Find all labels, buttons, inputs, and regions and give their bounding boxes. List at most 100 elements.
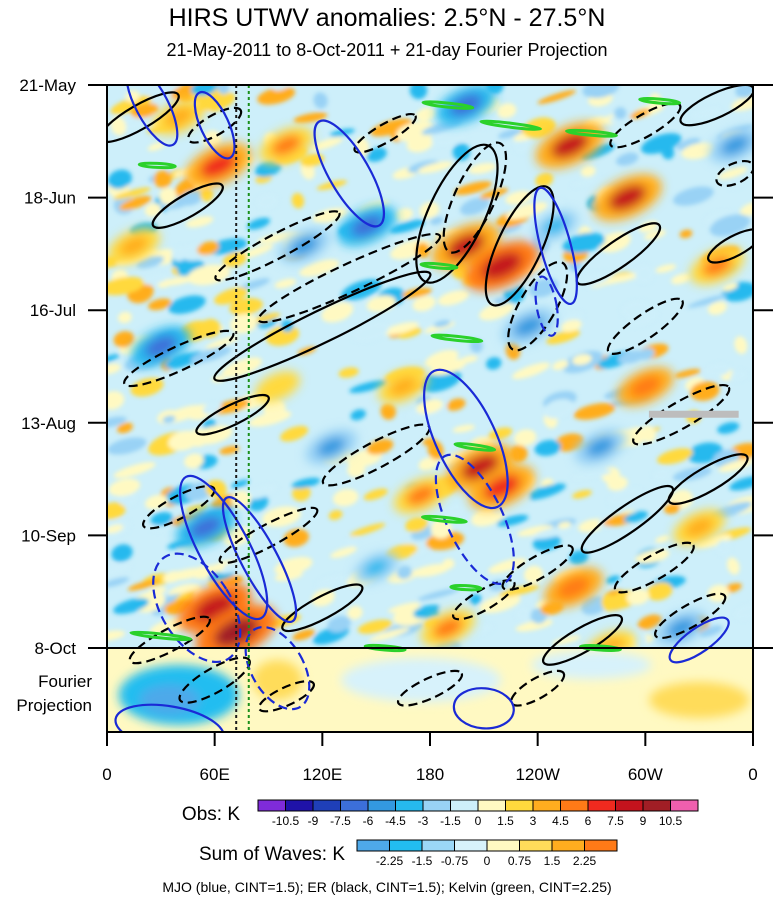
field-speckle <box>116 113 158 131</box>
field-speckle <box>415 242 430 258</box>
field-speckle <box>716 540 732 557</box>
field-speckle <box>113 462 156 479</box>
field-speckle <box>671 273 691 285</box>
anomaly-cell-core <box>551 132 589 159</box>
field-speckle <box>704 363 731 377</box>
field-speckle <box>687 294 728 308</box>
colorbar-tick-label: 4.5 <box>552 814 569 828</box>
field-speckle <box>387 602 421 613</box>
field-speckle <box>570 177 605 188</box>
field-speckle <box>452 424 476 433</box>
field-speckle <box>707 301 727 315</box>
obs-colorbar: -10.5 -9 -7.5 -6 -4.5 -3 -1.5 0 1.5 3 4.5 6 7.5 9 10.5… <box>182 799 699 828</box>
anomaly-cell-core <box>389 377 417 396</box>
colorbar-tick-label: 0.75 <box>508 854 532 868</box>
anomaly-cell-core <box>189 516 222 539</box>
projection-label: Projection <box>16 696 92 715</box>
field-speckle <box>517 525 554 537</box>
anomaly-cell-core <box>608 184 647 211</box>
field-speckle <box>380 403 396 420</box>
anomaly-cell-core <box>684 517 714 538</box>
colorbar-tick-label: -3 <box>418 814 429 828</box>
field-speckle <box>347 605 363 620</box>
field-speckle <box>638 348 655 360</box>
colorbar-box <box>642 799 671 812</box>
anomaly-cell-core <box>144 335 178 358</box>
field-speckle <box>646 582 673 601</box>
field-speckle <box>142 273 169 285</box>
field-speckle <box>222 357 262 378</box>
kelvin-contour <box>363 643 407 653</box>
kelvin-contour <box>638 96 682 106</box>
field-speckle <box>626 588 650 605</box>
kelvin-contour <box>430 333 484 344</box>
field-speckle <box>113 187 151 200</box>
er-contour <box>667 453 749 505</box>
colorbar-box <box>421 839 455 852</box>
field-speckle <box>562 232 606 254</box>
field-speckle <box>709 214 751 237</box>
er-contour <box>128 615 211 665</box>
field-speckle <box>313 92 328 109</box>
field-speckle <box>327 615 351 633</box>
field-speckle <box>398 327 422 339</box>
er-contour <box>541 614 624 666</box>
field-speckle <box>368 627 410 642</box>
field-speckle <box>130 377 164 397</box>
y-tick-label: 8-Oct <box>34 639 76 658</box>
field-speckle <box>655 264 677 273</box>
field-speckle <box>311 589 335 607</box>
field-speckle <box>300 153 325 167</box>
colorbar-tick-label: -2.25 <box>376 854 404 868</box>
er-contour <box>654 592 727 640</box>
colorbar-tick-label: -10.5 <box>272 814 300 828</box>
field-speckle <box>637 614 662 630</box>
field-speckle <box>413 604 444 619</box>
field-speckle <box>572 490 592 499</box>
field-speckle <box>283 529 309 547</box>
field-speckle <box>349 380 389 393</box>
field-speckle <box>344 536 359 546</box>
projection-positive <box>649 682 750 718</box>
mjo-contour <box>221 496 298 624</box>
field-speckle <box>107 524 124 534</box>
er-contour <box>257 680 315 713</box>
x-axis-labels: 0 60E 120E 180 120W 60W 0 <box>102 765 757 784</box>
field-speckle <box>119 195 152 211</box>
mjo-contour <box>114 703 226 732</box>
field-speckle <box>505 190 533 205</box>
field-speckle <box>328 510 343 520</box>
field-speckle <box>117 422 133 434</box>
field-speckle <box>532 526 571 540</box>
field-speckle <box>543 399 574 419</box>
field-speckle <box>676 137 701 151</box>
kelvin-contour <box>421 100 475 110</box>
footnote: MJO (blue, CINT=1.5); ER (black, CINT=1.… <box>162 879 612 895</box>
colorbar-box <box>285 799 314 812</box>
field-speckle <box>515 606 531 622</box>
field-speckle <box>148 298 172 311</box>
field-speckle <box>640 133 682 155</box>
field-speckle <box>107 416 127 428</box>
field-speckle <box>257 86 296 105</box>
colorbar-box <box>450 799 479 812</box>
er-contour <box>396 669 464 707</box>
x-tick-label: 60E <box>200 765 230 784</box>
field-speckle <box>488 558 527 574</box>
field-speckle <box>729 476 753 491</box>
field-speckle <box>315 574 351 587</box>
field-speckle <box>366 147 387 162</box>
field-speckle <box>291 192 305 209</box>
field-speckle <box>620 427 647 447</box>
field-speckle <box>657 448 693 465</box>
field-speckle <box>407 160 439 173</box>
field-speckle <box>110 116 127 136</box>
field-speckle <box>699 625 723 637</box>
field-speckle <box>726 557 740 575</box>
anomaly-cell-core <box>350 214 384 237</box>
field-speckle <box>111 544 133 562</box>
field-speckle <box>119 492 138 507</box>
field-speckle <box>357 619 393 634</box>
field-speckle <box>159 187 177 205</box>
x-tick-label: 180 <box>416 765 444 784</box>
